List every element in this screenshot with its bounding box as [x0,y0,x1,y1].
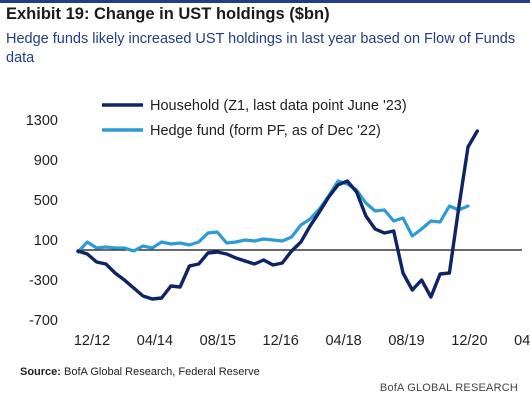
series-line-household [76,129,479,301]
research-credit: BofA GLOBAL RESEARCH [379,382,518,394]
top-accent-bar [0,0,530,3]
y-tick-label: 1300 [26,113,58,129]
source-text: BofA Global Research, Federal Reserve [64,366,260,378]
y-axis: 1300 900 500 100 -300 -700 [26,113,58,329]
x-tick-label: 08/15 [200,333,236,349]
y-tick-label: 900 [34,153,58,169]
y-tick-label: 100 [34,233,58,249]
y-tick-label: -700 [29,313,58,329]
legend: Household (Z1, last data point June '23)… [102,98,407,139]
source-label: Source: [20,366,61,378]
chart-title: Exhibit 19: Change in UST holdings ($bn) [6,5,330,23]
x-tick-label: 12/12 [74,333,110,349]
x-tick-label: 04/14 [137,333,173,349]
chart-subtitle: Hedge funds likely increased UST holding… [6,31,516,66]
x-tick-label: 08/19 [388,333,424,349]
series-line-hedge-fund [76,179,470,254]
x-tick-label: 04/18 [325,333,361,349]
legend-label: Hedge fund (form PF, as of Dec '22) [150,123,381,139]
source-note: Source: BofA Global Research, Federal Re… [20,366,260,378]
x-tick-label: 12/16 [263,333,299,349]
x-axis: 12/12 04/14 08/15 12/16 04/18 08/19 12/20 04/22 [74,333,530,349]
x-tick-label: 04/22 [514,333,530,349]
y-tick-label: -300 [29,273,58,289]
y-tick-label: 500 [34,193,58,209]
legend-label: Household (Z1, last data point June '23) [150,98,407,114]
series-layer [76,129,479,301]
x-tick-label: 12/20 [451,333,487,349]
